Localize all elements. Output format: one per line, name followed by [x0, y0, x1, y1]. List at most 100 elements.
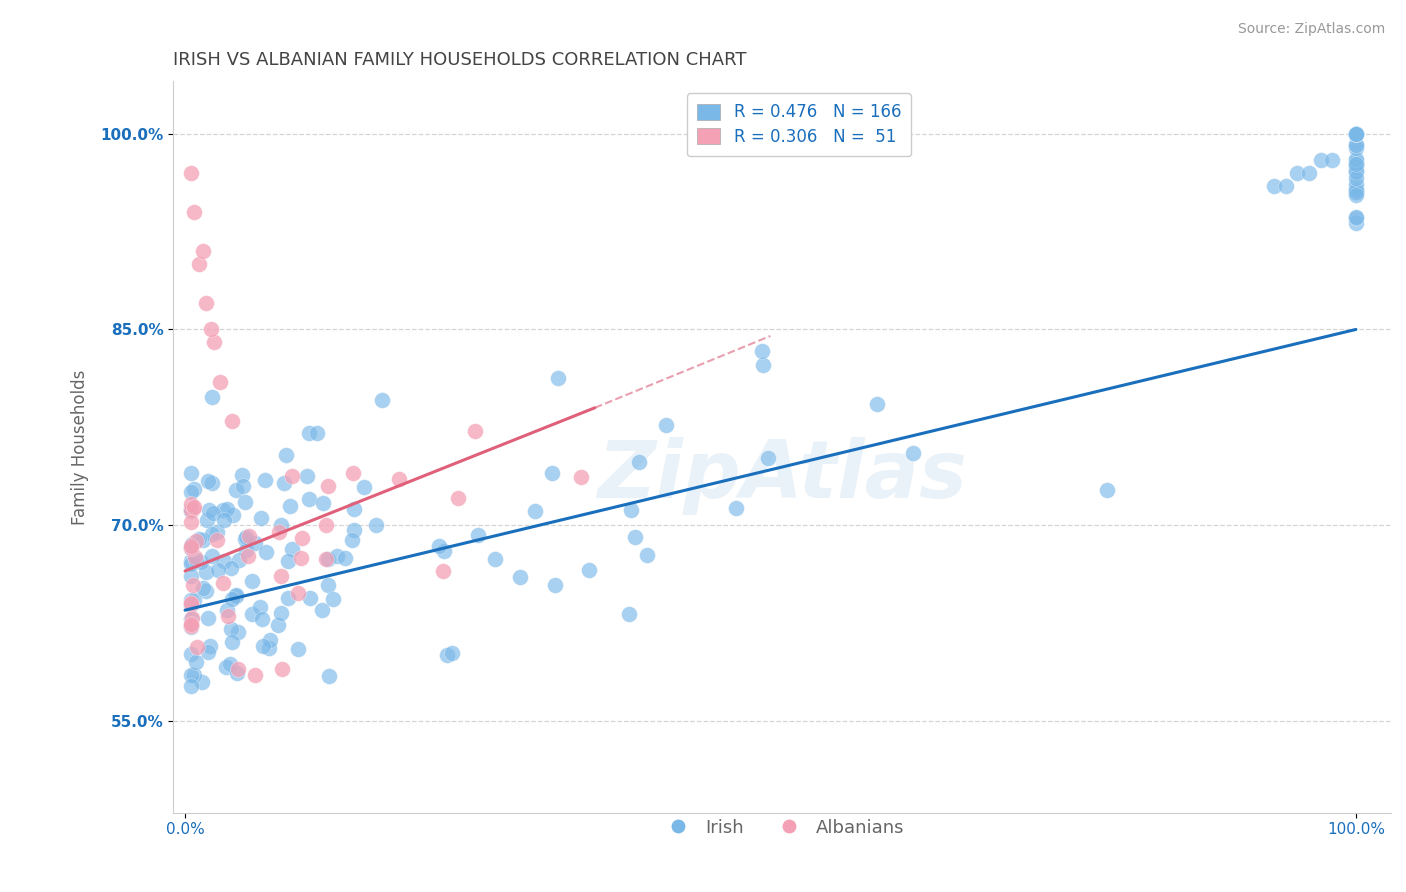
Point — [311, 603, 333, 617]
Point — [221, 635, 243, 649]
Point — [291, 532, 314, 546]
Point — [183, 550, 205, 565]
Point — [335, 550, 357, 565]
Point — [433, 544, 456, 558]
Point — [202, 335, 225, 350]
Point — [270, 568, 292, 582]
Point — [180, 539, 202, 553]
Point — [751, 359, 773, 373]
Point — [1286, 166, 1309, 180]
Point — [180, 497, 202, 511]
Point — [1344, 137, 1367, 152]
Point — [429, 539, 451, 553]
Text: Source: ZipAtlas.com: Source: ZipAtlas.com — [1237, 22, 1385, 37]
Point — [619, 607, 641, 622]
Point — [578, 563, 600, 577]
Point — [1344, 127, 1367, 141]
Point — [1344, 160, 1367, 174]
Point — [628, 454, 651, 468]
Point — [1344, 216, 1367, 230]
Point — [181, 578, 204, 592]
Point — [259, 632, 281, 647]
Point — [195, 565, 218, 579]
Point — [194, 583, 217, 598]
Point — [180, 616, 202, 631]
Point — [188, 257, 211, 271]
Point — [245, 535, 267, 549]
Point — [249, 599, 271, 614]
Point — [197, 645, 219, 659]
Point — [225, 588, 247, 602]
Point — [180, 558, 202, 572]
Point — [197, 503, 219, 517]
Point — [180, 598, 202, 612]
Point — [221, 622, 243, 636]
Point — [270, 607, 292, 621]
Point — [1344, 187, 1367, 202]
Point — [180, 679, 202, 693]
Point — [322, 591, 344, 606]
Point — [180, 667, 202, 681]
Point — [273, 475, 295, 490]
Point — [211, 575, 233, 590]
Point — [467, 819, 489, 833]
Point — [655, 418, 678, 433]
Point — [221, 414, 243, 428]
Point — [325, 549, 347, 564]
Point — [342, 466, 364, 480]
Point — [180, 502, 202, 516]
Point — [1344, 153, 1367, 167]
Point — [180, 553, 202, 567]
Point — [1344, 163, 1367, 178]
Point — [180, 515, 202, 529]
Point — [342, 533, 364, 548]
Point — [212, 513, 235, 527]
Point — [245, 668, 267, 682]
Point — [253, 473, 276, 487]
Point — [756, 450, 779, 465]
Point — [252, 639, 274, 653]
Point — [225, 589, 247, 603]
Point — [215, 602, 238, 616]
Point — [207, 563, 229, 577]
Point — [432, 564, 454, 578]
Point — [620, 502, 643, 516]
Point — [281, 468, 304, 483]
Point — [180, 504, 202, 518]
Point — [1344, 137, 1367, 152]
Point — [537, 871, 560, 885]
Point — [183, 668, 205, 682]
Point — [236, 549, 259, 564]
Point — [200, 322, 222, 336]
Point — [180, 466, 202, 480]
Point — [1263, 178, 1285, 193]
Point — [1344, 165, 1367, 179]
Point — [235, 543, 257, 558]
Point — [1344, 141, 1367, 155]
Point — [180, 596, 202, 610]
Point — [316, 552, 339, 566]
Point — [205, 524, 228, 539]
Point — [257, 641, 280, 656]
Point — [195, 296, 218, 310]
Point — [212, 502, 235, 516]
Point — [509, 570, 531, 584]
Point — [569, 470, 592, 484]
Point — [226, 662, 249, 676]
Point — [249, 511, 271, 525]
Point — [180, 647, 202, 661]
Point — [180, 541, 202, 556]
Point — [240, 607, 263, 621]
Point — [315, 552, 337, 566]
Text: ZipAtlas: ZipAtlas — [598, 437, 967, 516]
Point — [277, 591, 299, 605]
Point — [180, 484, 202, 499]
Point — [1344, 127, 1367, 141]
Point — [1344, 211, 1367, 225]
Point — [190, 555, 212, 569]
Point — [180, 618, 202, 632]
Point — [278, 500, 301, 514]
Point — [180, 503, 202, 517]
Point — [183, 482, 205, 496]
Point — [1344, 127, 1367, 141]
